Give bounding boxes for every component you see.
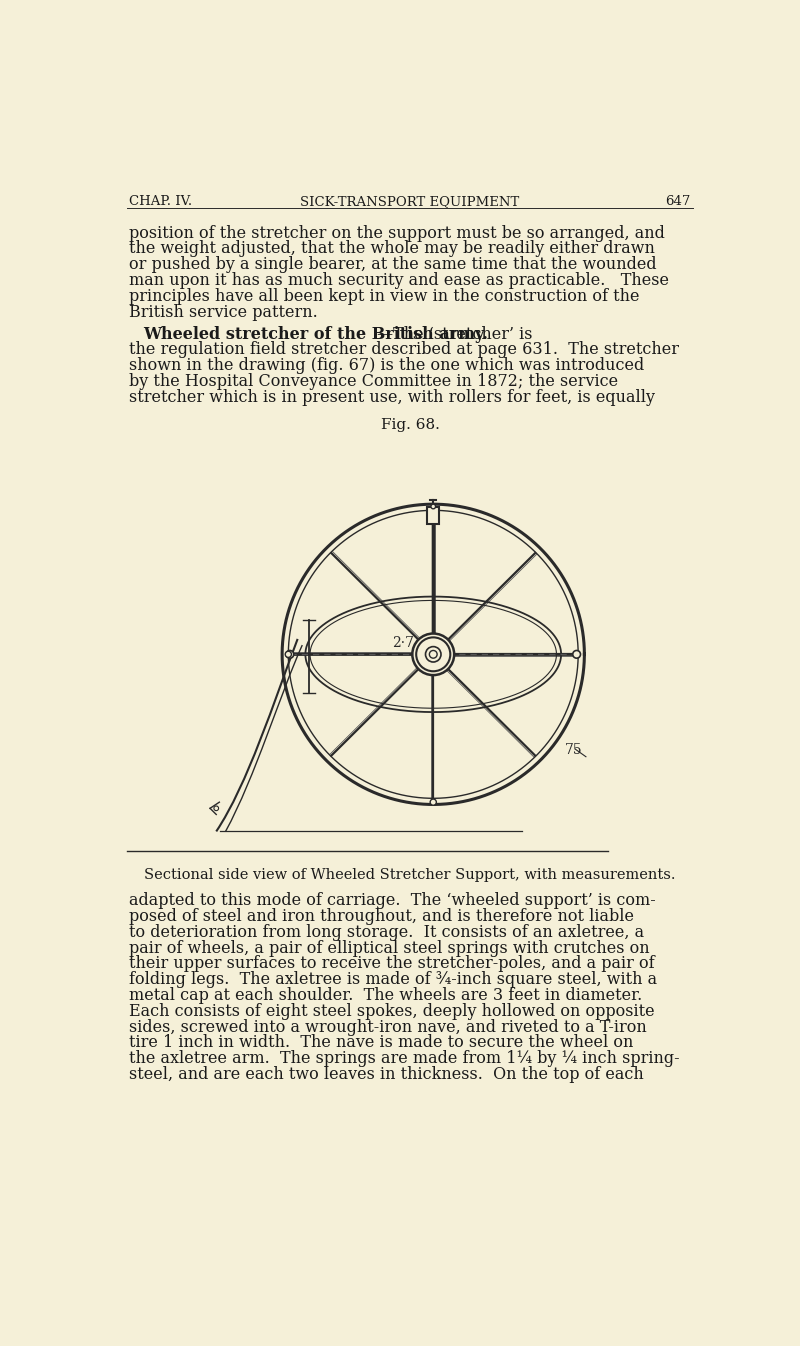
Text: CHAP. IV.: CHAP. IV. bbox=[130, 195, 193, 209]
Text: adapted to this mode of carriage.  The ‘wheeled support’ is com-: adapted to this mode of carriage. The ‘w… bbox=[130, 892, 656, 910]
Text: their upper surfaces to receive the stretcher-poles, and a pair of: their upper surfaces to receive the stre… bbox=[130, 956, 655, 972]
Circle shape bbox=[412, 634, 454, 676]
Circle shape bbox=[573, 650, 581, 658]
Text: posed of steel and iron throughout, and is therefore not liable: posed of steel and iron throughout, and … bbox=[130, 909, 634, 925]
Text: metal cap at each shoulder.  The wheels are 3 feet in diameter.: metal cap at each shoulder. The wheels a… bbox=[130, 987, 642, 1004]
Text: British service pattern.: British service pattern. bbox=[130, 304, 318, 320]
FancyBboxPatch shape bbox=[427, 507, 439, 524]
Text: steel, and are each two leaves in thickness.  On the top of each: steel, and are each two leaves in thickn… bbox=[130, 1066, 644, 1084]
Text: folding legs.  The axletree is made of ¾-inch square steel, with a: folding legs. The axletree is made of ¾-… bbox=[130, 972, 658, 988]
Text: or pushed by a single bearer, at the same time that the wounded: or pushed by a single bearer, at the sam… bbox=[130, 256, 657, 273]
Text: —The ‘stretcher’ is: —The ‘stretcher’ is bbox=[378, 326, 533, 342]
Text: pair of wheels, a pair of elliptical steel springs with crutches on: pair of wheels, a pair of elliptical ste… bbox=[130, 940, 650, 957]
Text: by the Hospital Conveyance Committee in 1872; the service: by the Hospital Conveyance Committee in … bbox=[130, 373, 618, 390]
Text: 647: 647 bbox=[665, 195, 690, 209]
Text: Wheeled stretcher of the British army.: Wheeled stretcher of the British army. bbox=[143, 326, 488, 342]
Circle shape bbox=[430, 800, 436, 805]
Text: man upon it has as much security and ease as practicable.   These: man upon it has as much security and eas… bbox=[130, 272, 670, 289]
Text: the axletree arm.  The springs are made from 1¼ by ¼ inch spring-: the axletree arm. The springs are made f… bbox=[130, 1050, 680, 1067]
Text: Sectional side view of Wheeled Stretcher Support, with measurements.: Sectional side view of Wheeled Stretcher… bbox=[144, 868, 676, 882]
Text: Each consists of eight steel spokes, deeply hollowed on opposite: Each consists of eight steel spokes, dee… bbox=[130, 1003, 655, 1020]
Text: position of the stretcher on the support must be so arranged, and: position of the stretcher on the support… bbox=[130, 225, 666, 242]
Text: tire 1 inch in width.  The nave is made to secure the wheel on: tire 1 inch in width. The nave is made t… bbox=[130, 1034, 634, 1051]
Text: the regulation field stretcher described at page 631.  The stretcher: the regulation field stretcher described… bbox=[130, 342, 679, 358]
Text: 75: 75 bbox=[565, 743, 582, 756]
Circle shape bbox=[430, 650, 437, 658]
Text: 2·7: 2·7 bbox=[392, 637, 414, 650]
Circle shape bbox=[431, 505, 435, 509]
Circle shape bbox=[214, 806, 218, 810]
Text: sides, screwed into a wrought-iron nave, and riveted to a T-iron: sides, screwed into a wrought-iron nave,… bbox=[130, 1019, 647, 1035]
Circle shape bbox=[426, 646, 441, 662]
Circle shape bbox=[416, 638, 450, 672]
Text: the weight adjusted, that the whole may be readily either drawn: the weight adjusted, that the whole may … bbox=[130, 241, 655, 257]
Text: shown in the drawing (fig. 67) is the one which was introduced: shown in the drawing (fig. 67) is the on… bbox=[130, 357, 645, 374]
Circle shape bbox=[286, 651, 291, 657]
Circle shape bbox=[286, 650, 294, 658]
Text: to deterioration from long storage.  It consists of an axletree, a: to deterioration from long storage. It c… bbox=[130, 923, 645, 941]
Text: stretcher which is in present use, with rollers for feet, is equally: stretcher which is in present use, with … bbox=[130, 389, 655, 405]
Text: SICK-TRANSPORT EQUIPMENT: SICK-TRANSPORT EQUIPMENT bbox=[300, 195, 520, 209]
Text: principles have all been kept in view in the construction of the: principles have all been kept in view in… bbox=[130, 288, 640, 304]
Text: Fig. 68.: Fig. 68. bbox=[381, 419, 439, 432]
